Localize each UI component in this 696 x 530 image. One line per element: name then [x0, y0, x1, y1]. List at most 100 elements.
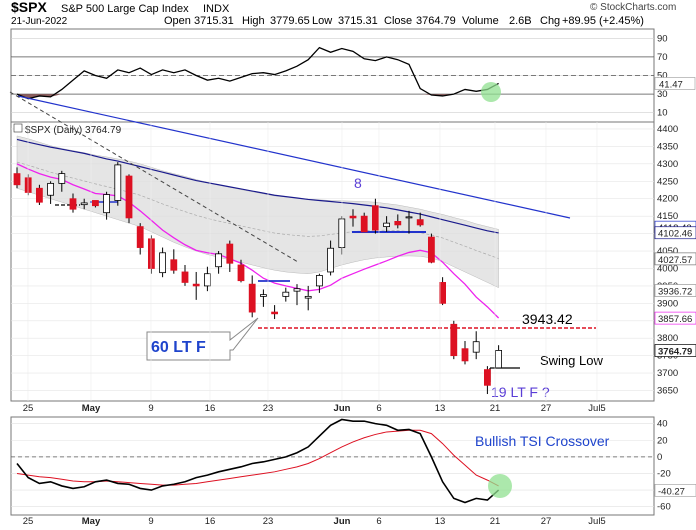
candle-body: [383, 222, 391, 228]
x-tick-label-bottom: 27: [541, 516, 552, 527]
chart-header: $SPX S&P 500 Large Cap Index INDX © Stoc…: [11, 0, 676, 27]
price-tick-label: 4300: [657, 159, 678, 170]
price-tick-label: 4000: [657, 263, 678, 274]
candle-body: [293, 288, 301, 292]
tsi-highlight-circle: [488, 474, 512, 498]
high-value: 3779.65: [270, 15, 310, 27]
volume-value: 2.6B: [509, 15, 532, 27]
candle-body: [349, 215, 357, 219]
tsi-signal-line: [16, 429, 499, 487]
candle-body: [360, 215, 368, 233]
tsi-tick-label: 0: [657, 452, 662, 463]
value-tag-box: [654, 344, 696, 357]
x-tick-label: Jun: [334, 403, 351, 414]
resistance-value-label: 3943.42: [522, 311, 573, 327]
x-tick-label: 9: [148, 403, 153, 414]
x-tick-label: 16: [205, 403, 216, 414]
tsi-tick-label: 20: [657, 435, 668, 446]
tsi-tick-label: 40: [657, 419, 668, 430]
rsi-value-tag-box: [654, 77, 696, 90]
open-value: 3715.31: [194, 15, 234, 27]
x-tick-label: May: [82, 403, 101, 414]
candle-body: [36, 187, 43, 203]
candle-body: [215, 253, 223, 268]
candle-body: [282, 291, 290, 297]
price-panel-label: $SPX (Daily) 3764.79: [25, 125, 122, 136]
candle-body: [47, 182, 54, 196]
rsi-value-tag: 41.47: [659, 79, 683, 90]
candle-body: [203, 273, 211, 287]
close-value: 3764.79: [416, 15, 456, 27]
candle-body: [327, 247, 335, 273]
value-tag: 4027.57: [658, 255, 692, 266]
rsi-tick-label: 50: [657, 71, 668, 82]
x-tick-label-bottom: 9: [148, 516, 153, 527]
x-tick-label-bottom: 16: [205, 516, 216, 527]
watermark: © StockCharts.com: [590, 2, 676, 13]
exchange: INDX: [203, 3, 230, 15]
candle-body: [136, 226, 144, 248]
candle-body: [114, 164, 122, 201]
price-tick-label: 4150: [657, 211, 678, 222]
candle-body: [405, 216, 413, 219]
close-label: Close: [384, 15, 412, 27]
price-tick-label: 3700: [657, 368, 678, 379]
candle-body: [304, 295, 312, 299]
symbol: $SPX: [11, 0, 47, 15]
fast-ma-line: [16, 163, 500, 319]
rsi-highlight-circle: [481, 82, 501, 102]
candle-body: [92, 200, 99, 207]
candle-body: [259, 294, 267, 297]
chg-value: +89.95 (+2.45%): [562, 15, 644, 27]
candle-body: [181, 271, 189, 283]
price-tick-label: 3650: [657, 386, 678, 397]
candle-body: [103, 194, 110, 214]
high-label: High: [242, 15, 265, 27]
tsi-line: [16, 418, 500, 504]
x-tick-label: 23: [263, 403, 274, 414]
lt-f-60-label: 60 LT F: [151, 339, 206, 356]
value-tag: 3764.79: [658, 347, 692, 358]
slow-ma-line: [16, 138, 499, 234]
candle-body: [461, 348, 469, 362]
x-tick-label: 6: [376, 403, 381, 414]
value-tag-box: [654, 252, 696, 266]
candle-body: [170, 259, 178, 271]
x-tick-label-bottom: May: [82, 516, 101, 527]
low-value: 3715.31: [338, 15, 378, 27]
price-tick-label: 3800: [657, 333, 678, 344]
price-tick-label: 4400: [657, 124, 678, 135]
price-tick-label: 4250: [657, 176, 678, 187]
price-panel-frame: [10, 121, 655, 402]
price-tick-label: 4050: [657, 246, 678, 257]
price-tick-label: 4200: [657, 194, 678, 205]
lt-f-60-callout: [146, 317, 259, 361]
x-tick-label: 21: [490, 403, 501, 414]
candle-body: [371, 205, 379, 231]
candle-body: [271, 311, 279, 315]
x-tick-label-bottom: 23: [263, 516, 274, 527]
x-tick-label-bottom: 21: [490, 516, 501, 527]
swing-low-label: Swing Low: [540, 353, 603, 368]
x-tick-label-bottom: 25: [23, 516, 34, 527]
value-tag-box: [654, 311, 696, 325]
tsi-value-tag: -40.27: [658, 486, 685, 497]
rsi-tick-label: 10: [657, 108, 668, 119]
x-tick-label: 27: [541, 403, 552, 414]
tsi-tick-label: -60: [657, 502, 671, 513]
candle-body: [58, 173, 66, 184]
index-name: S&P 500 Large Cap Index: [61, 3, 189, 15]
candle-body: [159, 252, 167, 274]
tsi-annotation: Bullish TSI Crossover: [475, 433, 610, 449]
low-label: Low: [312, 15, 332, 27]
price-panel: 4400435043004250420041504100405040003950…: [9, 91, 696, 400]
candle-body: [495, 350, 503, 369]
tsi-tick-label: -20: [657, 468, 671, 479]
candle-body: [192, 283, 200, 287]
candle-body: [147, 238, 155, 269]
value-tag: 3857.66: [658, 314, 692, 325]
tsi-value-tag-box: [654, 484, 696, 497]
x-axis: 25 25 May May 9 9 16 16 23 23 Jun Jun 6 6 13 13 21 21 27 27…: [23, 122, 606, 527]
candle-body: [439, 282, 447, 304]
